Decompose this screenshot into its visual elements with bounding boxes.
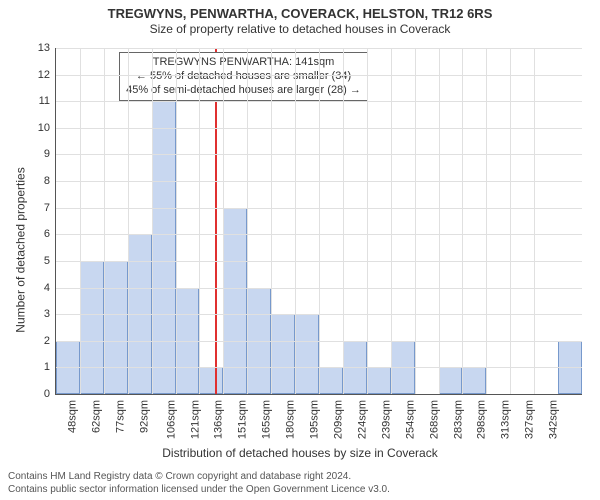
grid-v: [510, 48, 511, 394]
ytick-label: 2: [44, 335, 56, 347]
grid-v: [391, 48, 392, 394]
title-block: TREGWYNS, PENWARTHA, COVERACK, HELSTON, …: [0, 0, 600, 37]
ytick-label: 9: [44, 148, 56, 160]
xtick-label: 327sqm: [524, 400, 536, 439]
chart-title-line1: TREGWYNS, PENWARTHA, COVERACK, HELSTON, …: [0, 6, 600, 22]
ytick-label: 3: [44, 308, 56, 320]
xtick-label: 195sqm: [309, 400, 321, 439]
annotation-line1: TREGWYNS PENWARTHA: 141sqm: [126, 56, 361, 70]
xtick-label: 298sqm: [476, 400, 488, 439]
xtick-label: 151sqm: [237, 400, 249, 439]
annotation-line2: ← 55% of detached houses are smaller (34…: [126, 70, 361, 84]
grid-v: [199, 48, 200, 394]
ytick-label: 13: [38, 42, 56, 54]
xtick-label: 224sqm: [356, 400, 368, 439]
grid-v: [439, 48, 440, 394]
xtick-label: 121sqm: [189, 400, 201, 439]
grid-v: [223, 48, 224, 394]
chart-title-line2: Size of property relative to detached ho…: [0, 22, 600, 37]
bar: [271, 314, 295, 394]
xtick-label: 283sqm: [452, 400, 464, 439]
bar: [104, 261, 128, 394]
footer: Contains HM Land Registry data © Crown c…: [8, 471, 592, 496]
grid-v: [319, 48, 320, 394]
footer-line1: Contains HM Land Registry data © Crown c…: [8, 471, 592, 484]
grid-v: [176, 48, 177, 394]
bar: [295, 314, 319, 394]
xtick-label: 239sqm: [380, 400, 392, 439]
annotation-line3: 45% of semi-detached houses are larger (…: [126, 84, 361, 98]
xtick-label: 106sqm: [165, 400, 177, 439]
ytick-label: 8: [44, 175, 56, 187]
ytick-label: 5: [44, 255, 56, 267]
ytick-label: 4: [44, 282, 56, 294]
xtick-label: 77sqm: [114, 400, 126, 433]
xtick-label: 268sqm: [428, 400, 440, 439]
bar: [367, 367, 391, 394]
grid-v: [534, 48, 535, 394]
xtick-label: 342sqm: [548, 400, 560, 439]
grid-v: [486, 48, 487, 394]
grid-v: [152, 48, 153, 394]
grid-v: [462, 48, 463, 394]
bar: [199, 367, 223, 394]
xtick-label: 165sqm: [261, 400, 273, 439]
xtick-label: 48sqm: [67, 400, 79, 433]
ytick-label: 10: [38, 122, 56, 134]
xtick-label: 254sqm: [404, 400, 416, 439]
bar: [439, 367, 463, 394]
bar: [462, 367, 486, 394]
ytick-label: 7: [44, 202, 56, 214]
ytick-label: 1: [44, 361, 56, 373]
xtick-label: 209sqm: [333, 400, 345, 439]
xtick-label: 180sqm: [285, 400, 297, 439]
xtick-label: 313sqm: [500, 400, 512, 439]
grid-v: [104, 48, 105, 394]
bar: [319, 367, 343, 394]
x-axis-label: Distribution of detached houses by size …: [0, 446, 600, 460]
bar: [152, 101, 176, 394]
grid-v: [128, 48, 129, 394]
ytick-label: 11: [39, 95, 56, 107]
bar: [223, 208, 247, 394]
grid-v: [415, 48, 416, 394]
ytick-label: 0: [44, 388, 56, 400]
ytick-label: 12: [38, 69, 56, 81]
grid-v: [343, 48, 344, 394]
y-axis-label: Number of detached properties: [14, 167, 28, 332]
footer-line2: Contains public sector information licen…: [8, 484, 592, 497]
bar: [80, 261, 104, 394]
grid-v: [247, 48, 248, 394]
chart-container: TREGWYNS, PENWARTHA, COVERACK, HELSTON, …: [0, 0, 600, 500]
grid-v: [80, 48, 81, 394]
xtick-label: 62sqm: [90, 400, 102, 433]
grid-v: [295, 48, 296, 394]
xtick-label: 92sqm: [138, 400, 150, 433]
grid-v: [271, 48, 272, 394]
plot-area: TREGWYNS PENWARTHA: 141sqm ← 55% of deta…: [55, 48, 582, 395]
grid-v: [367, 48, 368, 394]
ytick-label: 6: [44, 228, 56, 240]
xtick-label: 136sqm: [213, 400, 225, 439]
annotation-box: TREGWYNS PENWARTHA: 141sqm ← 55% of deta…: [119, 52, 368, 101]
